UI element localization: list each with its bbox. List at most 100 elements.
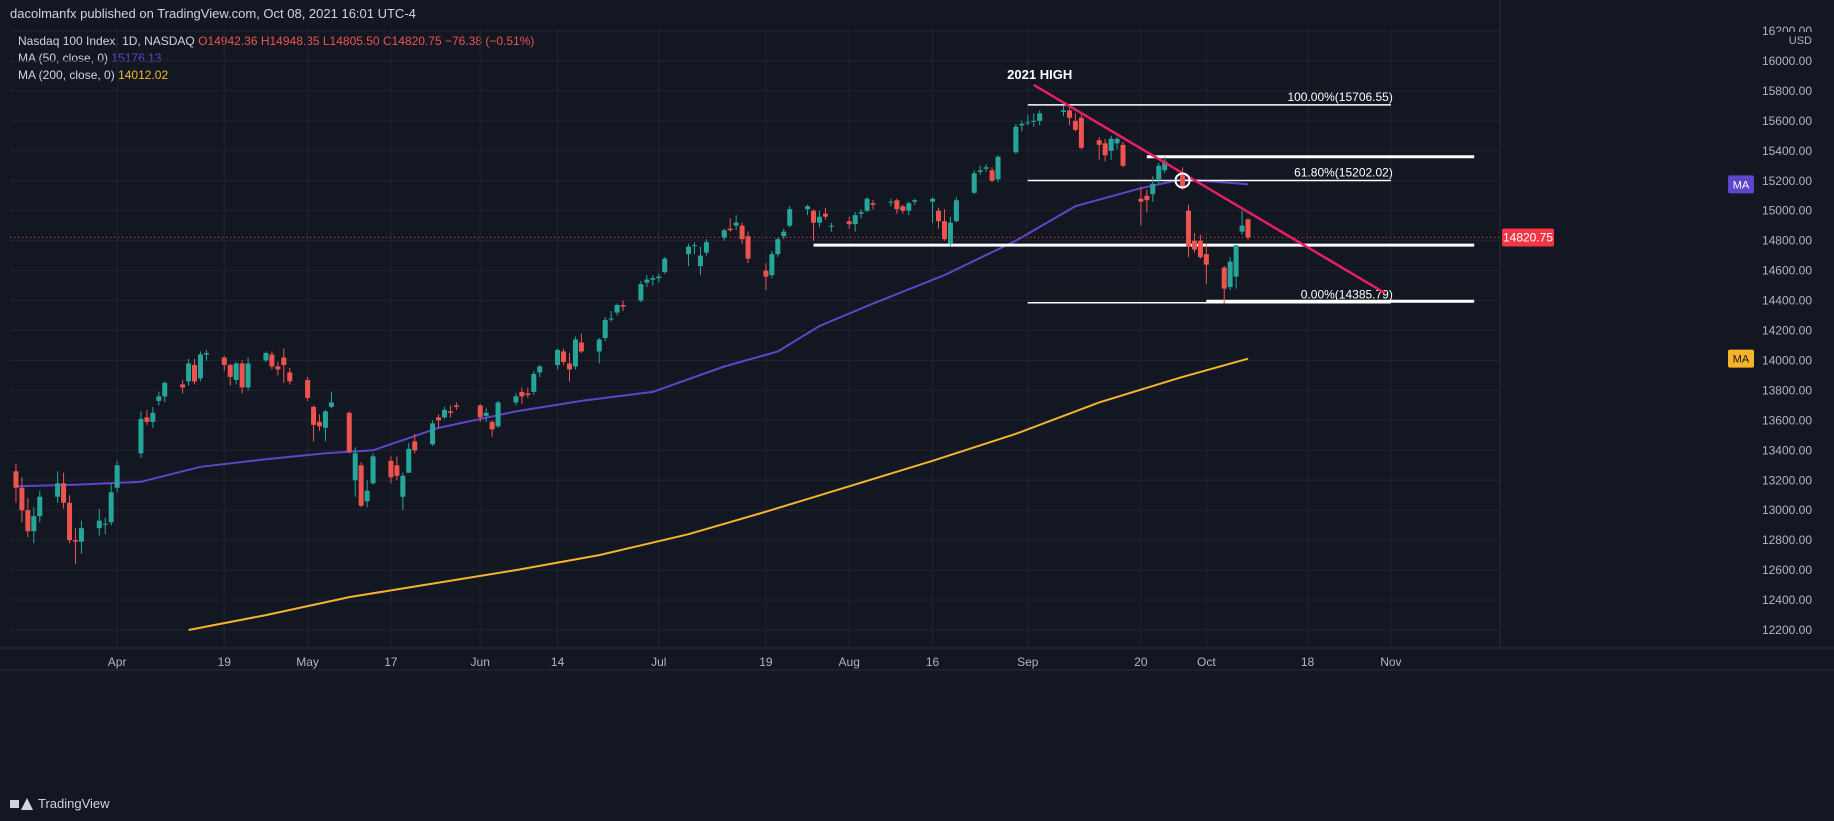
candle-body [233,363,239,380]
candle-body [822,213,828,217]
legend-ma200-row[interactable]: MA (200, close, 0) 14012.02 [18,67,534,84]
candle-body [620,305,626,307]
candle-body [1096,140,1102,145]
price-tick-label: 14000.00 [1762,353,1812,367]
candle-body [239,363,245,388]
candle-body [555,349,561,365]
candle-body [936,210,942,222]
candle-body [25,510,31,532]
price-tick-label: 15600.00 [1762,114,1812,128]
candle-body [1233,245,1239,277]
candle-body [602,320,608,338]
candle-body [733,222,739,226]
candle-body [1221,267,1227,289]
time-tick-label: Sep [1017,655,1039,669]
time-tick-label: 19 [759,655,773,669]
candle-body [311,406,317,425]
candle-body [995,156,1001,180]
tradingview-brand: TradingView [38,796,110,811]
candle-body [596,339,602,352]
candle-body [971,173,977,193]
candle-body [197,354,203,379]
price-tick-label: 13000.00 [1762,503,1812,517]
ma50-tag-label: MA [1733,179,1750,191]
time-tick-label: Jul [651,655,666,669]
time-tick-label: 16 [926,655,940,669]
candle-body [566,363,572,370]
candle-body [1102,143,1108,156]
candle-body [864,198,870,211]
candle-body [1185,210,1191,247]
candle-body [1144,195,1150,201]
candle-body [852,215,858,225]
time-tick-label: 20 [1134,655,1148,669]
candle-body [912,200,918,202]
candle-body [72,540,78,542]
candle-body [638,284,644,301]
candle-body [816,216,822,223]
candle-body [644,279,650,283]
candle-body [1150,183,1156,195]
candle-body [1114,138,1120,144]
chart-legend: Nasdaq 100 Index, 1D, NASDAQ O14942.36 H… [18,33,534,84]
candle-body [1191,240,1197,250]
time-tick-label: May [296,655,319,669]
candle-body [519,391,525,397]
candle-body [1227,261,1233,288]
tradingview-footer[interactable]: TradingView [10,796,110,811]
candle-body [1072,120,1078,130]
grid-lines [10,28,1498,648]
time-axis: Apr 19 May 17 Jun 14 Jul 19 Aug 16 Sep 20 Oct 18 Nov [0,647,1834,671]
ma50-label: MA (50, close, 0) [18,51,109,65]
candle-body [930,198,936,202]
candle-body [138,418,144,454]
high-annotation: 2021 HIGH [1007,67,1072,82]
candle-body [703,242,709,253]
price-tick-label: 15200.00 [1762,174,1812,188]
price-tick-label: 15000.00 [1762,204,1812,218]
candle-body [37,496,43,517]
candle-body [108,492,114,523]
candle-body [96,520,102,529]
candle-body [144,417,150,422]
candle-body [364,490,370,502]
fibonacci-levels: 100.00%(15706.55) 61.80%(15202.02) 0.00%(1… [1027,90,1393,304]
price-tick-label: 12400.00 [1762,593,1812,607]
candle-body [977,170,983,172]
candle-body [811,210,817,223]
legend-ma50-row[interactable]: MA (50, close, 0) 15176.13 [18,50,534,67]
price-axis: 12200.00 12400.00 12600.00 12800.00 13000.00… [1499,0,1834,821]
ohlc-values: O14942.36 H14948.35 L14805.50 C14820.75 … [198,34,535,48]
candle-body [1245,219,1251,238]
candle-body [245,363,251,388]
candle-body [400,475,406,497]
time-tick-label: 18 [1301,655,1315,669]
ma-cross-marker [1174,172,1191,189]
candle-body [727,228,733,231]
candle-body [203,352,209,355]
candle-body [697,255,703,267]
candle-body [781,231,787,237]
candle-body [900,206,906,211]
candle-body [1108,138,1114,151]
candlesticks [13,105,1251,565]
time-tick-label: 19 [218,655,232,669]
candle-body [578,342,584,352]
candle-body [61,483,67,503]
price-tick-label: 13800.00 [1762,383,1812,397]
candle-body [769,254,775,276]
candle-body [317,421,323,427]
candle-body [614,305,620,313]
moving-averages [15,178,1249,631]
candle-body [322,411,328,428]
candle-body [1197,240,1203,258]
candle-body [1019,123,1025,126]
candle-body [739,225,745,240]
candle-body [192,364,198,382]
time-tick-label: 14 [551,655,565,669]
candle-body [941,221,947,240]
candle-body [346,412,352,452]
candle-body [162,382,168,397]
legend-symbol-row[interactable]: Nasdaq 100 Index, 1D, NASDAQ O14942.36 H… [18,33,534,50]
